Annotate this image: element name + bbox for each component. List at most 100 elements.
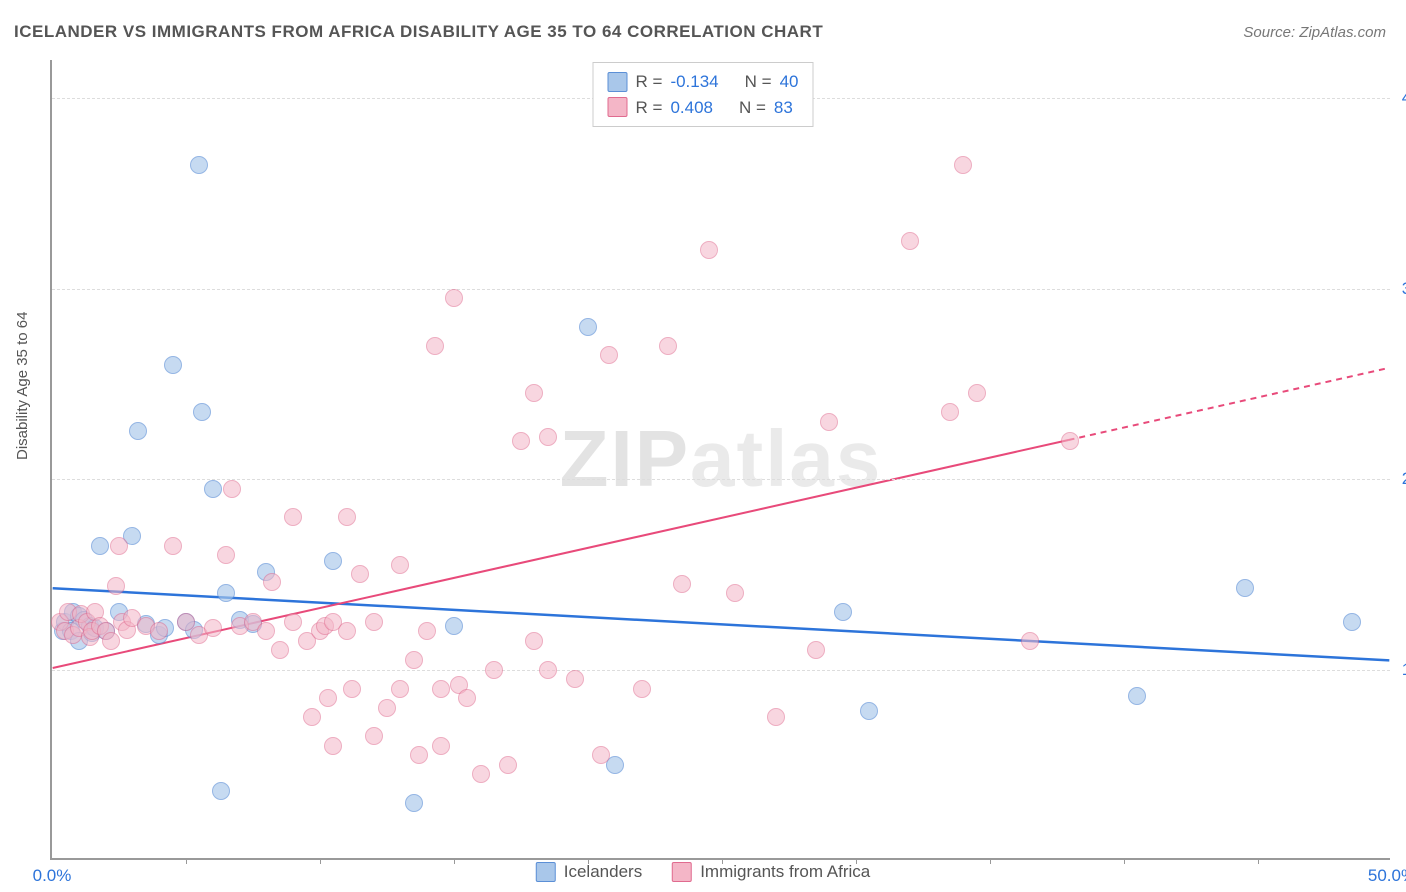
data-point bbox=[204, 619, 222, 637]
data-point bbox=[303, 708, 321, 726]
data-point bbox=[338, 508, 356, 526]
data-point bbox=[579, 318, 597, 336]
data-point bbox=[1061, 432, 1079, 450]
n-value: 83 bbox=[774, 95, 793, 121]
data-point bbox=[472, 765, 490, 783]
chart-title: ICELANDER VS IMMIGRANTS FROM AFRICA DISA… bbox=[14, 22, 823, 42]
data-point bbox=[954, 156, 972, 174]
x-tick-mark bbox=[1258, 858, 1259, 864]
legend-row: R = 0.408 N = 83 bbox=[608, 95, 799, 121]
y-tick-label: 40.0% bbox=[1402, 88, 1406, 108]
data-point bbox=[217, 584, 235, 602]
legend-label: Icelanders bbox=[564, 862, 642, 882]
y-tick-label: 30.0% bbox=[1402, 279, 1406, 299]
data-point bbox=[319, 689, 337, 707]
data-point bbox=[458, 689, 476, 707]
data-point bbox=[432, 737, 450, 755]
data-point bbox=[807, 641, 825, 659]
data-point bbox=[1343, 613, 1361, 631]
data-point bbox=[338, 622, 356, 640]
data-point bbox=[164, 356, 182, 374]
data-point bbox=[217, 546, 235, 564]
data-point bbox=[107, 577, 125, 595]
x-tick-mark bbox=[990, 858, 991, 864]
source-link[interactable]: ZipAtlas.com bbox=[1299, 24, 1386, 41]
r-value: -0.134 bbox=[670, 69, 718, 95]
chart-container: ICELANDER VS IMMIGRANTS FROM AFRICA DISA… bbox=[0, 0, 1406, 892]
source-label: Source: ZipAtlas.com bbox=[1243, 24, 1386, 41]
data-point bbox=[485, 661, 503, 679]
data-point bbox=[445, 617, 463, 635]
data-point bbox=[834, 603, 852, 621]
data-point bbox=[525, 632, 543, 650]
data-point bbox=[212, 782, 230, 800]
data-point bbox=[566, 670, 584, 688]
grid-line bbox=[52, 289, 1390, 290]
data-point bbox=[91, 537, 109, 555]
data-point bbox=[418, 622, 436, 640]
data-point bbox=[324, 552, 342, 570]
trend-line-dashed bbox=[1069, 368, 1390, 440]
data-point bbox=[164, 537, 182, 555]
correlation-legend: R = -0.134 N = 40 R = 0.408 N = 83 bbox=[593, 62, 814, 127]
legend-label: Immigrants from Africa bbox=[700, 862, 870, 882]
y-tick-label: 20.0% bbox=[1402, 469, 1406, 489]
data-point bbox=[263, 573, 281, 591]
series-legend: Icelanders Immigrants from Africa bbox=[536, 862, 870, 882]
data-point bbox=[901, 232, 919, 250]
legend-swatch bbox=[672, 862, 692, 882]
data-point bbox=[129, 422, 147, 440]
legend-row: R = -0.134 N = 40 bbox=[608, 69, 799, 95]
plot-area: ZIPatlas 10.0%20.0%30.0%40.0%0.0%50.0% bbox=[50, 60, 1390, 860]
legend-swatch bbox=[608, 72, 628, 92]
data-point bbox=[659, 337, 677, 355]
data-point bbox=[150, 622, 168, 640]
data-point bbox=[600, 346, 618, 364]
data-point bbox=[592, 746, 610, 764]
r-label: R = bbox=[636, 69, 663, 95]
data-point bbox=[365, 613, 383, 631]
data-point bbox=[405, 794, 423, 812]
x-tick-mark bbox=[454, 858, 455, 864]
data-point bbox=[539, 428, 557, 446]
data-point bbox=[1236, 579, 1254, 597]
data-point bbox=[405, 651, 423, 669]
data-point bbox=[365, 727, 383, 745]
x-tick-mark bbox=[320, 858, 321, 864]
data-point bbox=[378, 699, 396, 717]
legend-item: Icelanders bbox=[536, 862, 642, 882]
data-point bbox=[343, 680, 361, 698]
data-point bbox=[284, 508, 302, 526]
y-axis-label: Disability Age 35 to 64 bbox=[14, 312, 31, 460]
data-point bbox=[271, 641, 289, 659]
x-tick-mark bbox=[1124, 858, 1125, 864]
data-point bbox=[410, 746, 428, 764]
data-point bbox=[432, 680, 450, 698]
y-tick-label: 10.0% bbox=[1402, 660, 1406, 680]
data-point bbox=[941, 403, 959, 421]
r-label: R = bbox=[636, 95, 663, 121]
data-point bbox=[673, 575, 691, 593]
data-point bbox=[1128, 687, 1146, 705]
legend-swatch bbox=[608, 97, 628, 117]
n-label: N = bbox=[739, 95, 766, 121]
r-value: 0.408 bbox=[670, 95, 713, 121]
data-point bbox=[820, 413, 838, 431]
data-point bbox=[700, 241, 718, 259]
trend-lines bbox=[52, 60, 1390, 858]
data-point bbox=[426, 337, 444, 355]
data-point bbox=[633, 680, 651, 698]
x-tick-label: 0.0% bbox=[33, 866, 72, 886]
n-value: 40 bbox=[780, 69, 799, 95]
data-point bbox=[324, 737, 342, 755]
grid-line bbox=[52, 479, 1390, 480]
data-point bbox=[351, 565, 369, 583]
data-point bbox=[110, 537, 128, 555]
data-point bbox=[767, 708, 785, 726]
data-point bbox=[445, 289, 463, 307]
n-label: N = bbox=[745, 69, 772, 95]
data-point bbox=[284, 613, 302, 631]
data-point bbox=[1021, 632, 1039, 650]
data-point bbox=[223, 480, 241, 498]
x-tick-mark bbox=[186, 858, 187, 864]
